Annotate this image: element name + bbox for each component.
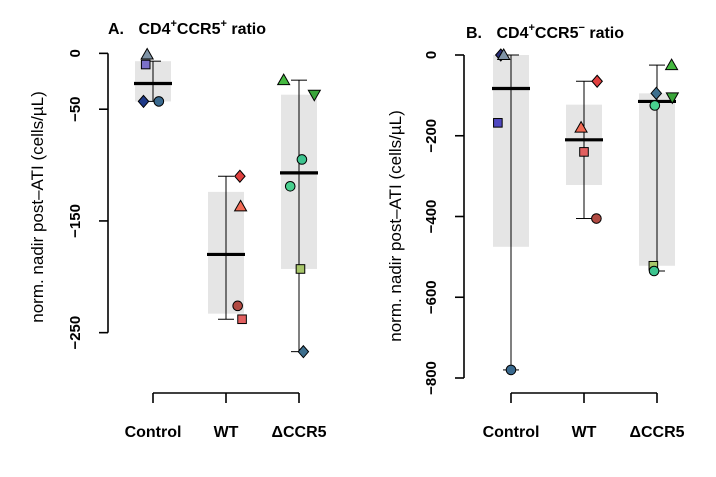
panel-a-title: A. CD4+CCR5+ ratio [108, 18, 266, 38]
data-point-a [153, 96, 165, 107]
data-point-a [295, 264, 306, 274]
y-tick-label-b: 0 [423, 51, 440, 59]
data-point-b [648, 265, 660, 277]
y-tick-label-b: −400 [423, 200, 440, 234]
panel-b-y-axis-label: norm. nadir post–ATI (cells/µL) [386, 110, 405, 342]
y-tick-label-b: −800 [423, 361, 440, 395]
data-point-b [579, 147, 589, 157]
data-point-b [664, 58, 679, 71]
data-point-a [297, 344, 310, 359]
data-point-a [137, 94, 150, 109]
x-tick-label-a: WT [214, 424, 239, 441]
panel-a: A. CD4+CCR5+ ratio norm. nadir post–ATI … [28, 18, 327, 441]
x-tick-label-b: WT [572, 424, 597, 441]
data-point-b [574, 120, 588, 133]
data-point-a [234, 169, 246, 184]
y-tick-label-b: −600 [423, 280, 440, 314]
data-point-b [591, 74, 604, 89]
data-point-a [276, 73, 291, 86]
x-tick-label-a: Control [125, 424, 182, 441]
x-tick-label-b: ΔCCR5 [629, 424, 684, 441]
data-point-a [233, 199, 248, 212]
data-point-b [649, 100, 661, 111]
data-point-b [505, 364, 517, 376]
data-point-b [496, 47, 511, 60]
x-tick-label-a: ΔCCR5 [271, 424, 326, 441]
data-point-a [284, 181, 296, 192]
y-tick-label-a: −250 [67, 316, 84, 350]
data-point-a [237, 314, 247, 325]
panel-a-y-axis-label: norm. nadir post–ATI (cells/µL) [28, 91, 47, 323]
y-tick-label-a: 0 [67, 49, 84, 57]
data-point-a [232, 300, 243, 312]
data-point-a [140, 47, 155, 60]
data-point-a [140, 59, 151, 70]
y-tick-label-a: −50 [67, 96, 84, 121]
panel-b-letter: B. [466, 25, 482, 42]
panel-b-title: B. CD4+CCR5− ratio [466, 22, 624, 42]
x-tick-label-b: Control [483, 424, 540, 441]
y-tick-label-a: −150 [67, 204, 84, 238]
data-point-b [665, 92, 680, 105]
data-point-b [650, 86, 663, 101]
data-point-b [493, 118, 503, 128]
y-tick-label-b: −200 [423, 119, 440, 153]
panel-b: B. CD4+CCR5− ratio norm. nadir post–ATI … [386, 22, 685, 441]
data-point-a [307, 89, 322, 102]
data-point-a [296, 154, 308, 165]
panel-a-letter: A. [108, 21, 124, 38]
data-point-b [591, 213, 602, 224]
